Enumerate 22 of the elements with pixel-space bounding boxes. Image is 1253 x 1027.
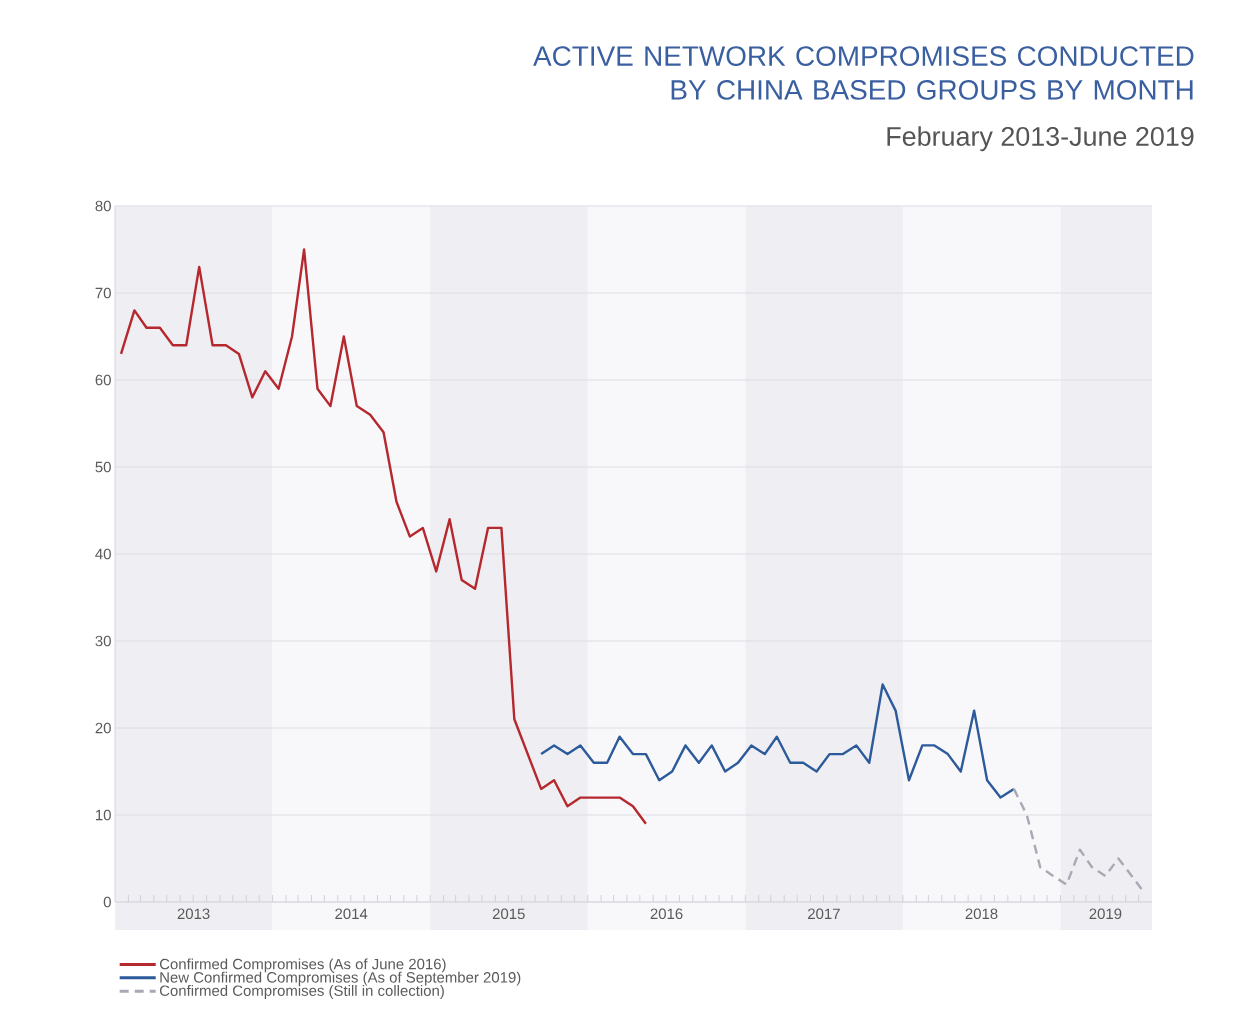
x-tick-label: 2019 — [1089, 908, 1122, 920]
y-tick-label: 40 — [95, 548, 111, 560]
line-series — [539, 683, 1016, 799]
x-tick-label: 2018 — [965, 908, 998, 920]
y-tick-label: 70 — [95, 287, 111, 299]
y-tick-label: 80 — [95, 200, 111, 212]
chart-subtitle: February 2013-June 2019 — [887, 126, 1194, 152]
x-tick-label: 2013 — [177, 908, 210, 920]
chart-title: ACTIVE NETWORK COMPROMISES CONDUCTED BY CHINA BASED GROUPS BY MONTH — [533, 46, 1194, 100]
legend-label: Confirmed Compromises (Still in collection) — [159, 985, 444, 999]
y-tick-label: 50 — [95, 461, 111, 473]
y-tick-label: 60 — [95, 374, 111, 386]
x-tick-label: 2014 — [335, 908, 368, 920]
legend-label: Confirmed Compromises (As of June 2016) — [159, 958, 446, 973]
x-tick-label: 2015 — [492, 908, 525, 920]
x-tick-label: 2016 — [650, 908, 683, 920]
x-tick-label: 2017 — [808, 908, 840, 920]
legend-label: New Confirmed Compromises (As of September 2019) — [160, 971, 521, 986]
y-tick-label: 20 — [95, 722, 111, 734]
y-tick-label: 0 — [103, 896, 111, 908]
y-tick-label: 10 — [96, 809, 111, 821]
y-tick-label: 30 — [95, 635, 111, 647]
